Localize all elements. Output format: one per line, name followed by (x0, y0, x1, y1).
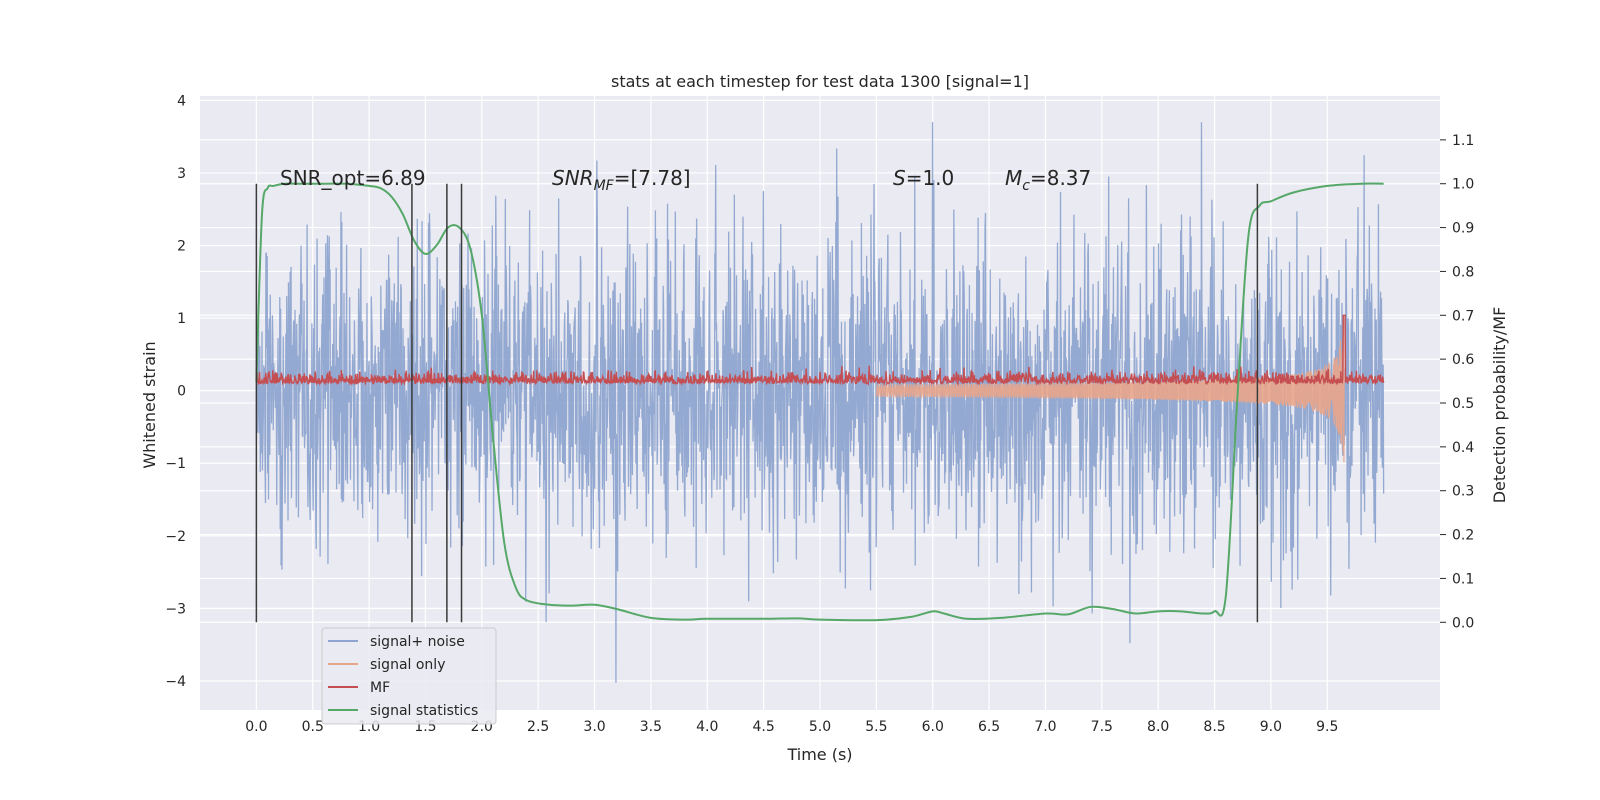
x-tick-label: 0.0 (245, 719, 267, 735)
chart-title: stats at each timestep for test data 130… (611, 72, 1029, 91)
y-tick-label: 4 (177, 93, 186, 109)
y-right-tick-label: 0.2 (1452, 528, 1474, 544)
legend-label-mf: MF (370, 680, 390, 696)
snr-mf-base: SNR (552, 166, 594, 190)
y-tick-label: −4 (165, 674, 186, 690)
series-signal-statistics (255, 182, 1384, 622)
y-tick-label: −1 (165, 456, 186, 472)
series-signal-noise (255, 122, 1385, 683)
x-tick-label: 8.5 (1203, 719, 1225, 735)
snr-mf-sub: MF (594, 178, 615, 194)
y-right-tick-label: 1.0 (1452, 177, 1474, 193)
x-tick-label: 5.5 (865, 719, 887, 735)
x-tick-label: 0.5 (302, 719, 324, 735)
mc-sub: c (1022, 178, 1030, 194)
y-right-tick-label: 0.1 (1452, 571, 1474, 587)
annotation-snr-opt: SNR_opt=6.89 (280, 166, 426, 190)
y-right-axis-label: Detection probability/MF (1490, 307, 1509, 504)
y-tick-label: 3 (177, 166, 186, 182)
y-tick-label: −2 (165, 529, 186, 545)
snr-mf-value: =[7.78] (614, 166, 691, 190)
x-tick-label: 8.0 (1147, 719, 1169, 735)
y-axis-label: Whitened strain (140, 341, 159, 468)
y-tick-label: 1 (177, 311, 186, 327)
annotation-mc: Mc=8.37 (1005, 166, 1091, 194)
series-signal-only (875, 318, 1345, 463)
y-right-tick-labels: 1.1 1.0 0.9 0.8 0.7 0.6 0.5 0.4 0.3 0.2 0.1 0.0 (1440, 133, 1474, 631)
x-tick-label: 2.5 (527, 719, 549, 735)
legend-label-signal-statistics: signal statistics (370, 703, 478, 719)
s-base: S (893, 166, 906, 190)
series-mf (255, 314, 1385, 387)
x-tick-label: 3.0 (583, 719, 605, 735)
y-right-tick-label: 0.7 (1452, 308, 1474, 324)
x-tick-label: 3.5 (640, 719, 662, 735)
annotation-s: S=1.0 (893, 166, 954, 190)
s-value: =1.0 (906, 166, 955, 190)
y-tick-labels: 4 3 2 1 0 −1 −2 −3 −4 (165, 93, 186, 690)
x-tick-label: 6.5 (978, 719, 1000, 735)
x-axis-label: Time (s) (786, 745, 852, 764)
y-right-tick-label: 0.0 (1452, 615, 1474, 631)
x-tick-label: 7.0 (1034, 719, 1056, 735)
y-right-tick-label: 0.4 (1452, 440, 1474, 456)
y-right-tick-label: 0.6 (1452, 352, 1474, 368)
mc-value: =8.37 (1030, 166, 1091, 190)
legend: signal+ noise signal only MF signal stat… (321, 627, 497, 725)
y-right-tick-label: 0.3 (1452, 484, 1474, 500)
mc-base: M (1005, 166, 1022, 190)
x-tick-label: 4.5 (753, 719, 775, 735)
annotation-snr-mf: SNRMF=[7.78] (552, 166, 691, 194)
x-tick-label: 6.0 (922, 719, 944, 735)
x-tick-label: 7.5 (1091, 719, 1113, 735)
vertical-markers (255, 183, 1259, 623)
x-tick-label: 5.0 (809, 719, 831, 735)
y-right-tick-label: 0.9 (1452, 221, 1474, 237)
legend-box (321, 627, 497, 725)
y-right-tick-label: 0.5 (1452, 396, 1474, 412)
y-right-tick-label: 1.1 (1452, 133, 1474, 149)
y-tick-label: −3 (165, 601, 186, 617)
series-layer (255, 122, 1385, 683)
x-tick-label: 9.0 (1260, 719, 1282, 735)
legend-label-signal-only: signal only (370, 657, 445, 673)
legend-label-signal-noise: signal+ noise (370, 634, 465, 650)
x-tick-label: 9.5 (1316, 719, 1338, 735)
y-tick-label: 2 (177, 239, 186, 255)
y-right-tick-label: 0.8 (1452, 264, 1474, 280)
x-tick-label: 4.0 (696, 719, 718, 735)
y-tick-label: 0 (177, 384, 186, 400)
